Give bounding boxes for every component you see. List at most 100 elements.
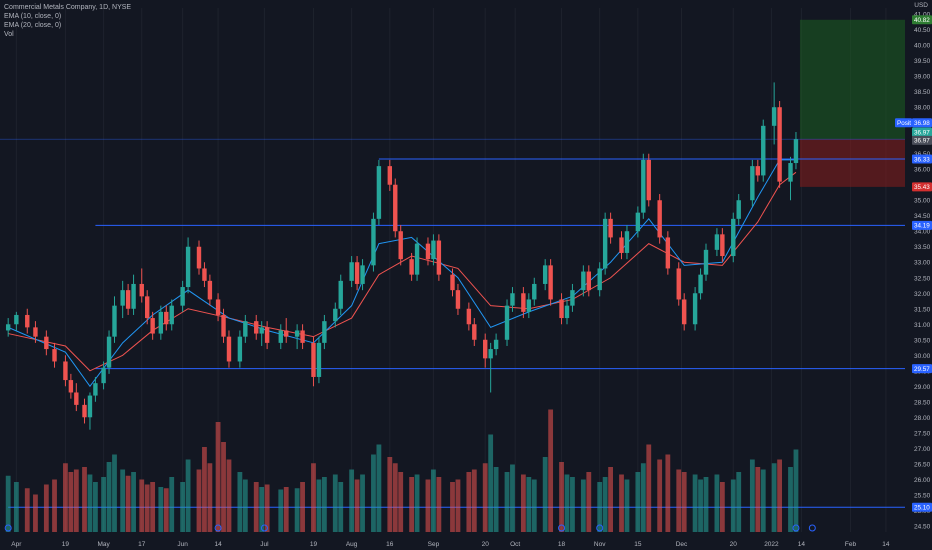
last-price-label: 36.97 xyxy=(914,129,930,136)
volume-bar xyxy=(283,487,289,532)
volume-bar xyxy=(33,494,38,532)
x-tick-label: Apr xyxy=(11,541,22,548)
volume-bar xyxy=(692,474,698,532)
volume-bar xyxy=(698,479,703,532)
x-tick-label: 16 xyxy=(386,541,394,548)
volume-bar xyxy=(570,477,575,532)
y-tick-label: 26.00 xyxy=(914,477,931,484)
target-price-label: 40.82 xyxy=(914,17,930,24)
x-tick-label: May xyxy=(97,541,110,548)
candle-body xyxy=(376,166,382,219)
candle-body xyxy=(698,274,703,294)
volume-bar xyxy=(681,472,687,532)
level-price-label: 25.10 xyxy=(914,504,930,511)
x-tick-label: 17 xyxy=(138,541,146,548)
candle-body xyxy=(398,231,403,260)
x-tick-label: 15 xyxy=(634,541,642,548)
candle-body xyxy=(559,299,564,319)
candle-body xyxy=(106,336,112,368)
volume-bar xyxy=(531,479,537,532)
ema10-line xyxy=(7,159,796,388)
x-tick-label: 20 xyxy=(482,541,490,548)
volume-bar xyxy=(646,444,652,532)
candle-body xyxy=(409,259,414,275)
candle-body xyxy=(703,249,709,275)
candle-body xyxy=(761,125,766,176)
candle-body xyxy=(226,336,232,362)
candle-body xyxy=(488,349,493,359)
candle-body xyxy=(608,218,613,238)
volume-bar xyxy=(450,482,455,532)
candle-body xyxy=(393,184,398,232)
position-tag-label: Posit xyxy=(897,120,911,127)
candle-body xyxy=(657,200,662,238)
candle-body xyxy=(44,336,49,350)
candle-body xyxy=(237,336,243,362)
y-tick-label: 35.00 xyxy=(914,198,931,205)
volume-bar xyxy=(338,482,344,532)
candle-body xyxy=(221,314,226,337)
candle-body xyxy=(120,290,125,306)
x-tick-label: Jul xyxy=(260,541,269,548)
candle-body xyxy=(532,283,537,300)
loss-zone xyxy=(799,139,905,187)
volume-bar xyxy=(736,472,742,532)
event-marker-icon xyxy=(260,524,268,532)
volume-bar xyxy=(253,482,259,532)
candle-body xyxy=(635,212,641,232)
y-tick-label: 31.00 xyxy=(914,322,931,329)
y-tick-label: 34.50 xyxy=(914,213,931,220)
candle-body xyxy=(259,327,264,334)
volume-bar xyxy=(349,469,355,532)
x-tick-label: Aug xyxy=(346,541,358,548)
event-marker-icon xyxy=(808,524,816,532)
event-marker-icon xyxy=(792,524,800,532)
volume-bar xyxy=(144,484,150,532)
candle-body xyxy=(180,287,185,306)
profit-zone xyxy=(799,19,905,140)
volume-bar xyxy=(749,459,755,532)
volume-bar xyxy=(332,474,338,532)
volume-bar xyxy=(602,477,608,532)
volume-bar xyxy=(619,474,624,532)
volume-bar xyxy=(676,469,682,532)
ema10-legend: EMA (10, close, 0) xyxy=(4,13,62,20)
x-tick-label: 2022 xyxy=(764,541,779,548)
volume-bar xyxy=(665,454,671,532)
candle-body xyxy=(493,339,499,350)
volume-bar xyxy=(760,469,766,532)
candle-body xyxy=(586,271,591,291)
candle-body xyxy=(131,283,136,309)
volume-bar xyxy=(640,463,646,532)
y-tick-label: 30.00 xyxy=(914,353,931,360)
volume-bar xyxy=(13,482,19,532)
volume-bar xyxy=(493,467,499,532)
candle-body xyxy=(414,243,420,275)
volume-bar xyxy=(354,479,360,532)
volume-bar xyxy=(371,454,376,532)
level-price-label-bg xyxy=(912,502,932,512)
candle-body xyxy=(139,283,144,297)
candle-body xyxy=(483,339,488,359)
x-tick-label: 19 xyxy=(310,541,318,548)
y-tick-label: 40.50 xyxy=(914,27,931,34)
candle-body xyxy=(112,305,117,337)
volume-bar xyxy=(264,484,270,532)
volume-legend: Vol xyxy=(4,31,14,38)
volume-bar xyxy=(294,488,300,532)
volume-bar xyxy=(360,474,365,532)
volume-bar xyxy=(771,463,777,532)
x-tick-label: 18 xyxy=(558,541,566,548)
volume-bar xyxy=(635,472,641,532)
stop-price-label: 35.43 xyxy=(914,184,930,191)
volume-bar xyxy=(431,469,436,532)
volume-bar xyxy=(158,487,164,532)
volume-bar xyxy=(482,463,488,532)
volume-bar xyxy=(150,482,156,532)
event-marker-icon xyxy=(558,524,566,532)
x-tick-label: 14 xyxy=(882,541,890,548)
chart-legend: Commercial Metals Company, 1D, NYSE EMA … xyxy=(4,3,131,39)
level-price-label-bg xyxy=(912,364,932,374)
volume-bar xyxy=(777,459,783,532)
